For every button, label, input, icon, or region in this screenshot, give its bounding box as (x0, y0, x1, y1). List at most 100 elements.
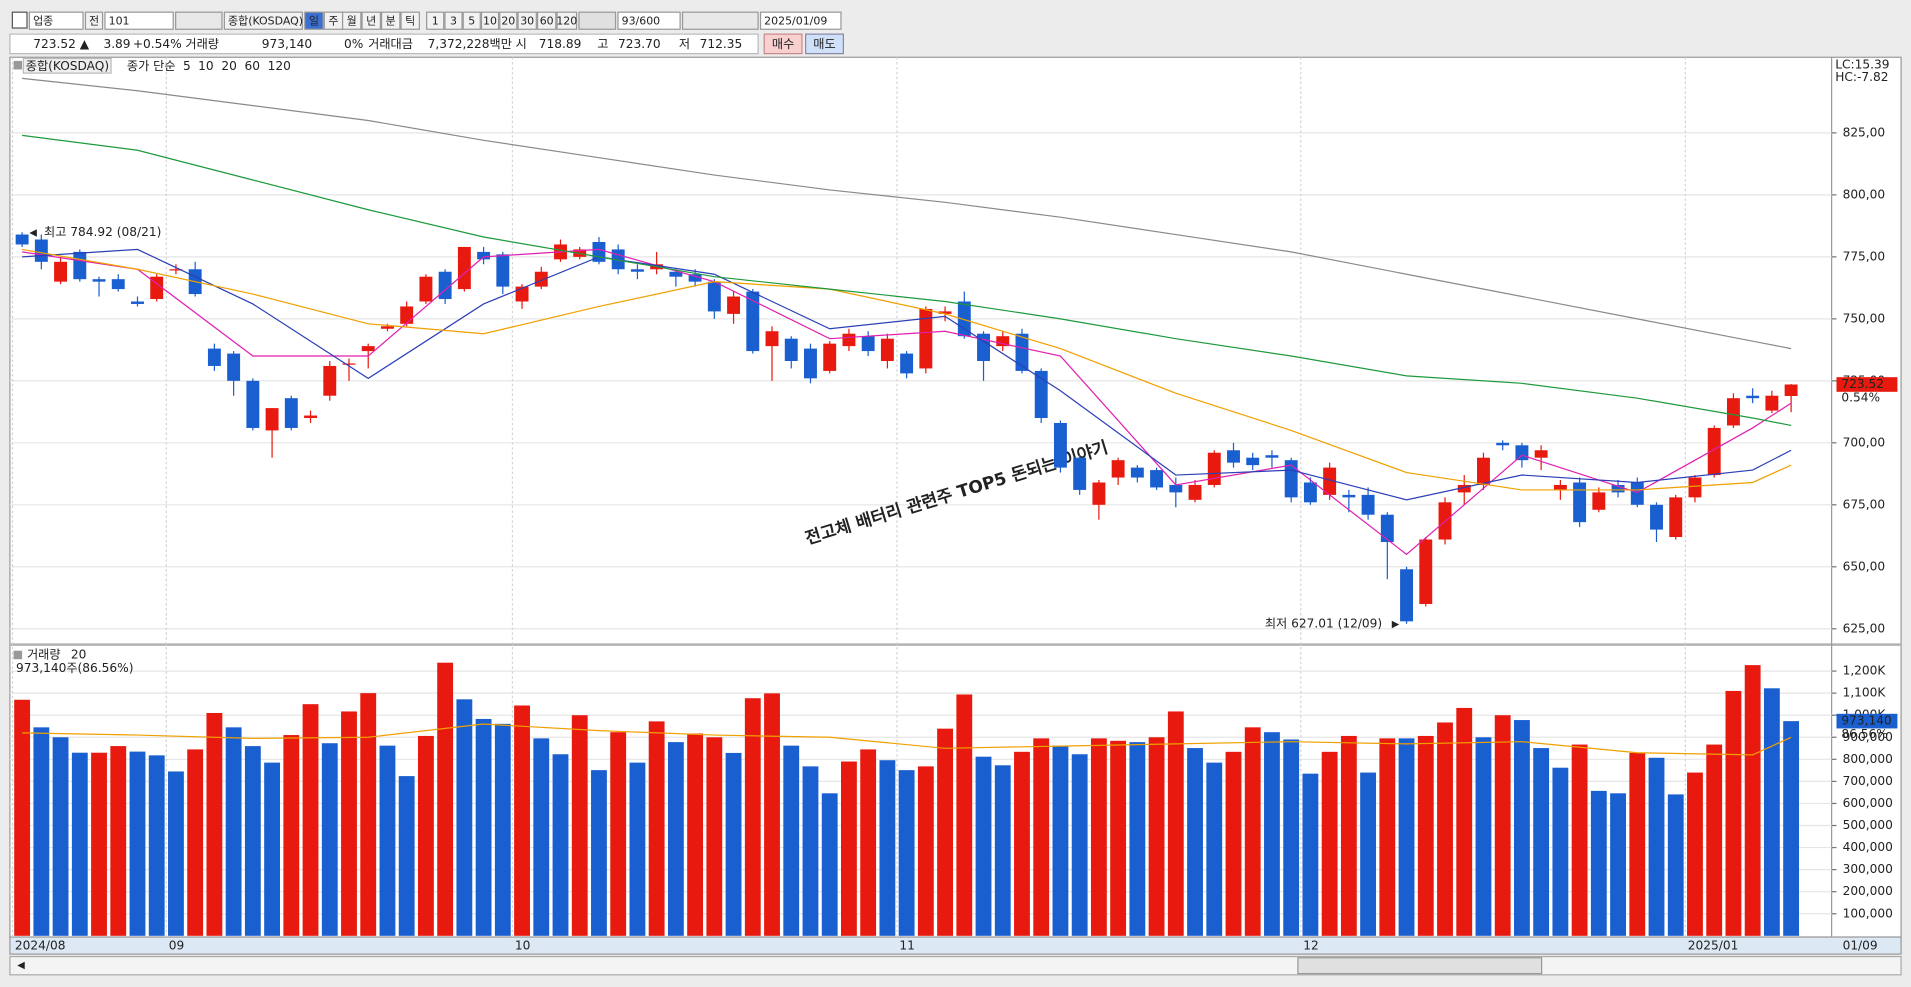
candle-body (1784, 384, 1798, 396)
candle-body (1496, 442, 1510, 446)
candle-body (207, 348, 221, 366)
quote-change: 3.89 (103, 37, 130, 51)
ma-line (22, 77, 1792, 350)
volume-bar (321, 743, 338, 936)
volume-bar (398, 776, 415, 936)
toolbar-button[interactable] (361, 11, 381, 30)
volume-bar (1590, 790, 1607, 936)
candle-body (111, 279, 125, 290)
vol-legend-ma: 20 (71, 647, 87, 661)
toolbar-button[interactable] (28, 11, 84, 30)
volume-bar (52, 737, 69, 936)
toolbar-button[interactable] (617, 11, 681, 30)
tool-icons[interactable] (681, 11, 759, 30)
volume-bar (341, 711, 357, 936)
change-tag: 0.54% (1841, 390, 1880, 404)
volume-bar (1360, 772, 1377, 936)
toolbar-button[interactable] (223, 11, 303, 30)
toolbar-button[interactable] (462, 11, 481, 30)
y-tick-label: 400,000 (1843, 840, 1893, 854)
candle-body (746, 291, 760, 352)
candle-body (1592, 492, 1606, 510)
scrollbar[interactable] (9, 955, 1902, 976)
toolbar-button[interactable] (426, 11, 445, 30)
ma-line (22, 723, 1792, 756)
volume-bar (1321, 751, 1338, 936)
toolbar-button[interactable] (480, 11, 500, 30)
y-tick-label: 700,00 (1843, 435, 1886, 449)
toolbar-button[interactable] (341, 11, 362, 30)
volume-bar (1667, 794, 1684, 936)
price-tag (1836, 377, 1898, 392)
volume-bar (514, 705, 530, 936)
sell-label[interactable]: 매도 (813, 37, 835, 51)
scroll-left[interactable]: ◀ (17, 960, 25, 971)
search-icons[interactable] (175, 11, 223, 30)
volume-bar (71, 752, 88, 936)
volume-bar (937, 728, 953, 936)
candle-body (1380, 514, 1394, 542)
toolbar-label: 2025/01/09 (764, 14, 827, 27)
quote-high_label: 고 (597, 37, 608, 51)
volume-bar (33, 727, 50, 936)
volume-bar (610, 732, 627, 936)
volume-bar (1148, 737, 1165, 936)
y-tick-label: 300,000 (1843, 862, 1893, 876)
volume-bar (1687, 772, 1703, 936)
toolbar-icon[interactable] (11, 11, 28, 29)
toolbar-label: 종합(KOSDAQ) (228, 14, 303, 27)
candle-body (534, 271, 548, 287)
toolbar-label: 일 (309, 13, 319, 27)
candle-body (400, 306, 414, 324)
candle-body (1111, 460, 1125, 478)
volume-bar (687, 733, 704, 936)
candle-body (938, 311, 952, 314)
volume-bar (1187, 748, 1203, 936)
volume-bar (110, 746, 127, 936)
y-tick-label: 775,00 (1843, 249, 1886, 263)
volume-bar (1033, 738, 1050, 936)
volume-bar (1302, 773, 1319, 936)
quote-volume_ratio: 0% (344, 37, 363, 51)
toolbar-button[interactable] (536, 11, 557, 30)
legend-entry: 5 (183, 59, 191, 73)
y-tick-label: 825,00 (1843, 125, 1886, 139)
toolbar-button[interactable] (84, 11, 104, 30)
volume-bar (956, 694, 973, 936)
volume-bar (475, 718, 492, 936)
buy-button[interactable] (763, 33, 803, 55)
toolbar-button[interactable] (499, 11, 518, 30)
candle-body (1573, 482, 1587, 523)
volume-bar (1456, 707, 1473, 936)
candle-body (880, 338, 894, 361)
toolbar-label: 30 (520, 14, 534, 27)
toolbar-label: 월 (347, 14, 357, 27)
quote-volume_label: 거래량 (185, 37, 219, 51)
toolbar-button[interactable] (556, 11, 578, 30)
volume-bar (91, 752, 107, 936)
toolbar-label: 분 (386, 14, 396, 27)
toolbar-button[interactable] (400, 11, 420, 30)
candle-body (727, 296, 741, 314)
toolbar-button[interactable] (444, 11, 463, 30)
candle-body (169, 269, 183, 271)
y-tick-label: 800,000 (1843, 752, 1893, 766)
toolbar-button[interactable] (517, 11, 537, 30)
toolbar-button[interactable] (104, 11, 174, 30)
candle-body (457, 246, 471, 290)
toolbar-button[interactable] (304, 11, 324, 30)
candle-body (1534, 450, 1548, 458)
sell-button[interactable] (805, 33, 845, 55)
toolbar-button[interactable] (380, 11, 401, 30)
candle-body (304, 415, 317, 419)
buy-label[interactable]: 매수 (772, 37, 794, 51)
volume-bar (1533, 748, 1550, 936)
scroll-thumb[interactable] (1297, 957, 1543, 975)
candle-body (515, 286, 529, 302)
period-combo[interactable] (578, 11, 617, 30)
volume-bar (1340, 735, 1357, 936)
candle-body (1034, 370, 1048, 419)
x-tick-label: 10 (515, 939, 531, 953)
toolbar-button[interactable] (759, 11, 842, 30)
